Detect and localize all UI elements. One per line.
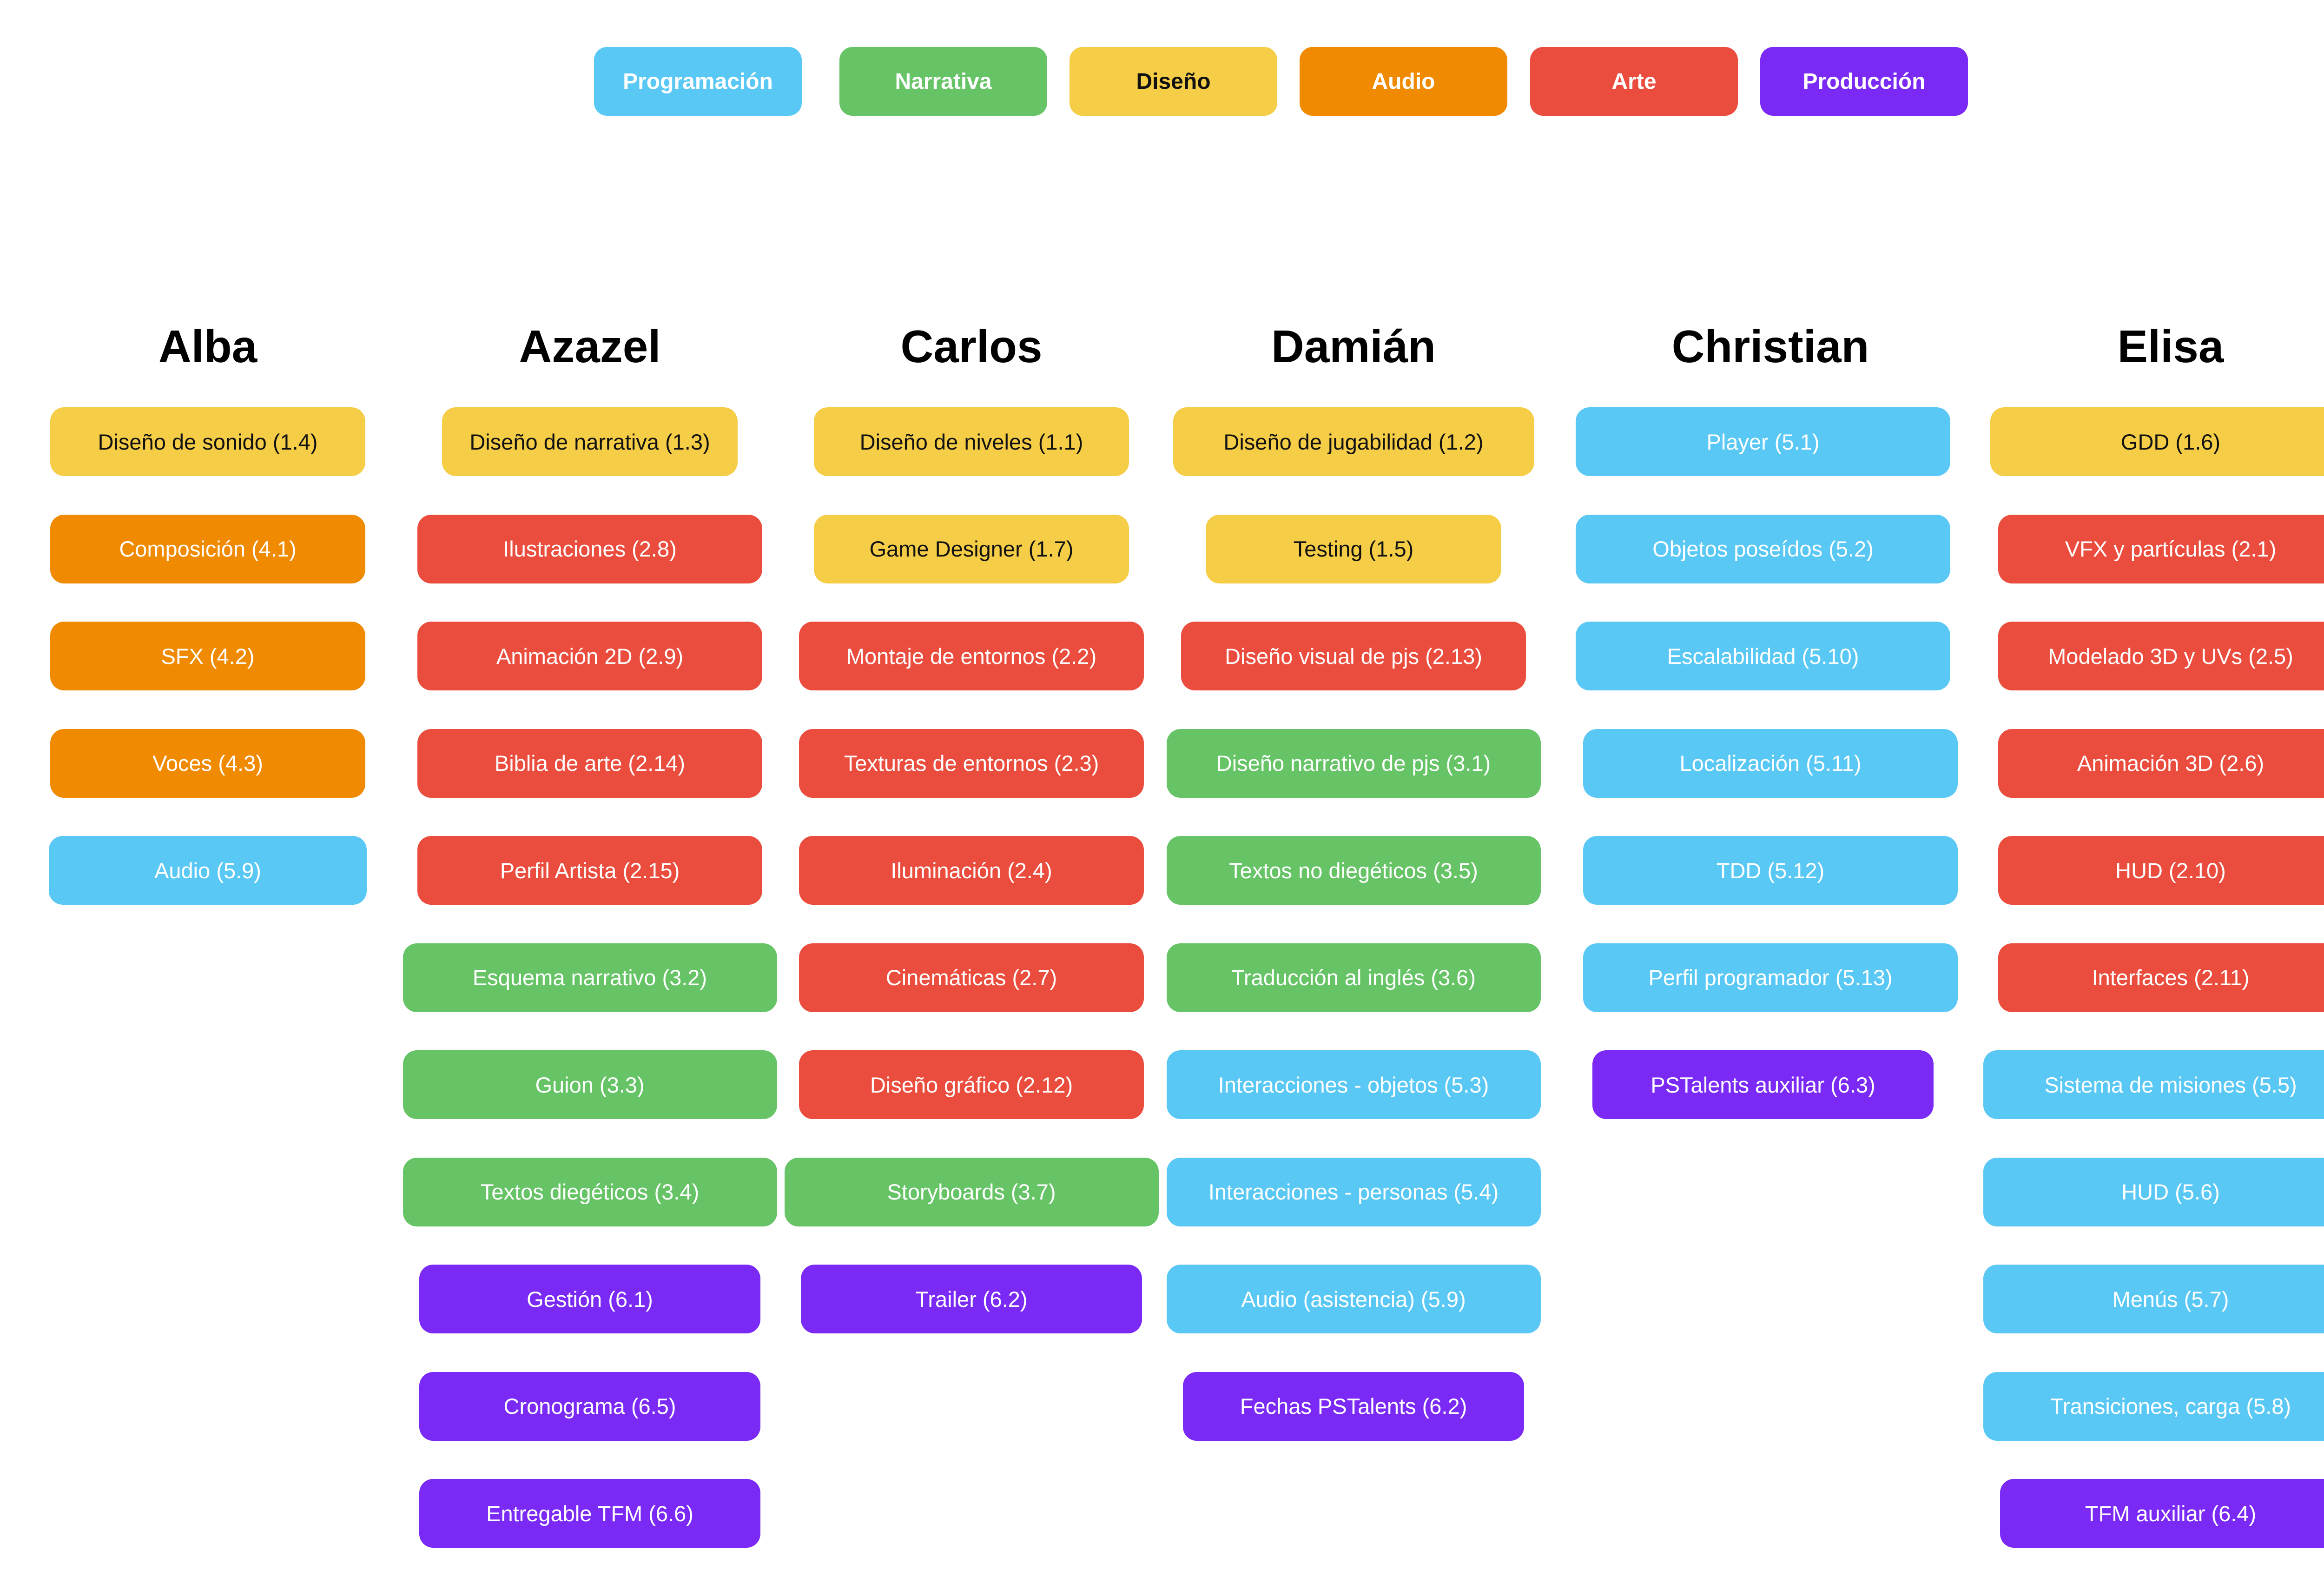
task-card: Objetos poseídos (5.2) [1576, 514, 1950, 583]
task-card: GDD (1.6) [1990, 407, 2324, 476]
task-card: Localización (5.11) [1583, 729, 1958, 798]
category-legend: Programación Narrativa Diseño Audio Arte… [0, 47, 2324, 117]
task-card: Textos no diegéticos (3.5) [1166, 836, 1541, 905]
member-name: Carlos [900, 321, 1043, 372]
task-card: VFX y partículas (2.1) [1998, 514, 2324, 583]
task-card: Diseño de niveles (1.1) [814, 407, 1129, 476]
task-card: Fechas PSTalents (6.2) [1183, 1372, 1524, 1441]
task-card: Escalabilidad (5.10) [1576, 622, 1950, 690]
task-card: Storyboards (3.7) [784, 1157, 1159, 1226]
task-card: Cronograma (6.5) [419, 1372, 760, 1441]
task-card: Perfil programador (5.13) [1583, 943, 1958, 1012]
task-card: Iluminación (2.4) [799, 836, 1144, 905]
task-card: Perfil Artista (2.15) [417, 836, 762, 905]
task-card: Voces (4.3) [50, 729, 365, 798]
task-card: Guion (3.3) [403, 1050, 777, 1119]
task-card: Diseño de narrativa (1.3) [442, 407, 738, 476]
member-name: Elisa [2117, 321, 2224, 372]
task-card: Montaje de entornos (2.2) [799, 622, 1144, 690]
task-card: Diseño visual de pjs (2.13) [1181, 622, 1526, 690]
legend-programacion: Programación [594, 47, 802, 116]
task-card: Cinemáticas (2.7) [799, 943, 1144, 1012]
task-card: Animación 2D (2.9) [417, 622, 762, 690]
task-card: Audio (5.9) [49, 836, 367, 905]
legend-diseno: Diseño [1070, 47, 1277, 116]
task-card: Player (5.1) [1576, 407, 1950, 476]
task-card: Textos diegéticos (3.4) [403, 1157, 777, 1226]
legend-produccion: Producción [1760, 47, 1968, 116]
task-card: Diseño de sonido (1.4) [50, 407, 365, 476]
task-card: Sistema de misiones (5.5) [1983, 1050, 2324, 1119]
task-card: Game Designer (1.7) [814, 514, 1129, 583]
member-name: Christian [1671, 321, 1869, 372]
task-card: Gestión (6.1) [419, 1265, 760, 1333]
task-card: HUD (5.6) [1983, 1157, 2324, 1226]
task-card: Trailer (6.2) [801, 1265, 1142, 1333]
task-card: TFM auxiliar (6.4) [2000, 1479, 2324, 1548]
member-name: Damián [1271, 321, 1436, 372]
task-card: Interacciones - objetos (5.3) [1166, 1050, 1541, 1119]
task-card: Entregable TFM (6.6) [419, 1479, 760, 1548]
task-card: TDD (5.12) [1583, 836, 1958, 905]
task-card: Transiciones, carga (5.8) [1983, 1372, 2324, 1441]
legend-narrativa: Narrativa [839, 47, 1047, 116]
member-name: Azazel [519, 321, 661, 372]
task-card: Diseño narrativo de pjs (3.1) [1166, 729, 1541, 798]
task-card: Diseño de jugabilidad (1.2) [1173, 407, 1534, 476]
task-card: Audio (asistencia) (5.9) [1166, 1265, 1541, 1333]
task-card: Traducción al inglés (3.6) [1166, 943, 1541, 1012]
task-card: HUD (2.10) [1998, 836, 2324, 905]
task-card: Texturas de entornos (2.3) [799, 729, 1144, 798]
task-card: Composición (4.1) [50, 514, 365, 583]
task-card: Diseño gráfico (2.12) [799, 1050, 1144, 1119]
task-card: Interfaces (2.11) [1998, 943, 2324, 1012]
task-card: Esquema narrativo (3.2) [403, 943, 777, 1012]
task-card: Biblia de arte (2.14) [417, 729, 762, 798]
member-name: Alba [158, 321, 257, 372]
legend-arte: Arte [1530, 47, 1738, 116]
task-card: Modelado 3D y UVs (2.5) [1998, 622, 2324, 690]
task-card: Animación 3D (2.6) [1998, 729, 2324, 798]
task-card: Interacciones - personas (5.4) [1166, 1157, 1541, 1226]
task-card: Testing (1.5) [1206, 514, 1501, 583]
task-card: PSTalents auxiliar (6.3) [1592, 1050, 1934, 1119]
legend-audio: Audio [1300, 47, 1507, 116]
task-card: SFX (4.2) [50, 622, 365, 690]
task-card: Menús (5.7) [1983, 1265, 2324, 1333]
task-card: Ilustraciones (2.8) [417, 514, 762, 583]
